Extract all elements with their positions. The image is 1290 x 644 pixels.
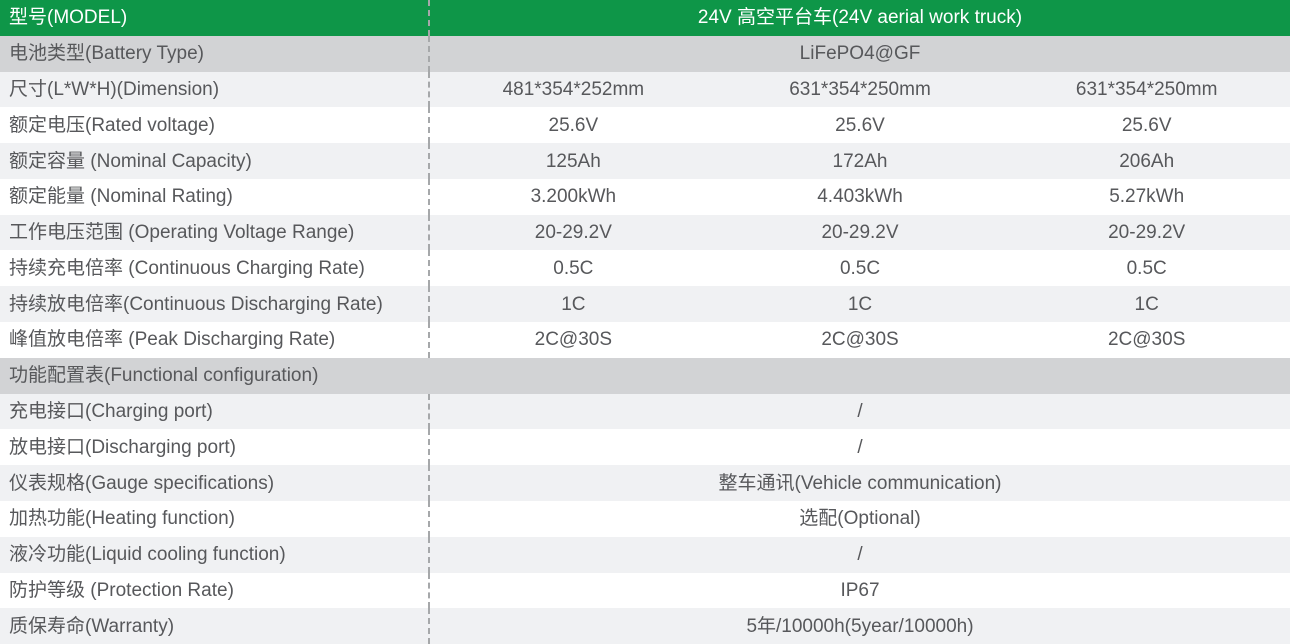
col-value: 125Ah [545,150,601,172]
row-discharging-port: 放电接口(Discharging port) / [0,429,1290,466]
row-value: IP67 [840,579,880,601]
row-operating-voltage-range: 工作电压范围 (Operating Voltage Range) 20-29.2… [0,214,1290,251]
col-value: 20-29.2V [1108,222,1186,244]
row-value: 选配(Optional) [799,508,921,530]
row-label: 工作电压范围 (Operating Voltage Range) [0,214,430,251]
model-header-label: 型号(MODEL) [0,0,430,36]
col-value: 2C@30S [1107,329,1186,351]
row-label: 放电接口(Discharging port) [0,429,430,466]
col-value: 0.5C [1126,257,1167,279]
row-label: 充电接口(Charging port) [0,393,430,430]
col-value: 172Ah [832,150,888,172]
col-value: 20-29.2V [534,222,612,244]
row-label: 额定电压(Rated voltage) [0,107,430,144]
row-functional-configuration: 功能配置表(Functional configuration) [0,357,1290,394]
row-charging-port: 充电接口(Charging port) / [0,393,1290,430]
col-value: 2C@30S [534,329,613,351]
row-label: 额定容量 (Nominal Capacity) [0,143,430,179]
row-value: / [857,436,863,458]
col-value: 481*354*252mm [502,78,645,100]
row-label: 液冷功能(Liquid cooling function) [0,536,430,573]
model-header-value: 24V 高空平台车(24V aerial work truck) [697,7,1023,29]
row-label: 峰值放电倍率 (Peak Discharging Rate) [0,322,430,358]
col-value: 0.5C [839,257,881,279]
col-value: 1C [1134,293,1159,315]
row-label: 防护等级 (Protection Rate) [0,572,430,609]
row-value: / [857,544,863,566]
col-value: 25.6V [548,114,599,136]
col-value: 20-29.2V [821,222,899,244]
row-label: 持续充电倍率 (Continuous Charging Rate) [0,250,430,287]
col-value: 631*354*250mm [1075,78,1218,100]
row-continuous-discharging-rate: 持续放电倍率(Continuous Discharging Rate) 1C 1… [0,286,1290,323]
row-continuous-charging-rate: 持续充电倍率 (Continuous Charging Rate) 0.5C 0… [0,250,1290,287]
row-warranty: 质保寿命(Warranty) 5年/10000h(5year/10000h) [0,608,1290,644]
row-peak-discharging-rate: 峰值放电倍率 (Peak Discharging Rate) 2C@30S 2C… [0,322,1290,358]
row-dimension: 尺寸(L*W*H)(Dimension) 481*354*252mm 631*3… [0,71,1290,108]
row-label: 加热功能(Heating function) [0,500,430,537]
row-value: LiFePO4@GF [799,43,921,65]
row-value: 整车通讯(Vehicle communication) [718,472,1002,494]
col-value: 1C [561,293,586,315]
row-label: 电池类型(Battery Type) [0,35,430,72]
col-value: 631*354*250mm [789,78,931,100]
col-value: 25.6V [835,114,885,136]
col-value: 206Ah [1119,150,1175,172]
row-battery-type: 电池类型(Battery Type) LiFePO4@GF [0,35,1290,72]
row-label: 质保寿命(Warranty) [0,608,430,644]
col-value: 2C@30S [821,329,899,351]
row-nominal-capacity: 额定容量 (Nominal Capacity) 125Ah 172Ah 206A… [0,143,1290,179]
col-value: 1C [847,293,873,315]
row-value: / [857,400,863,422]
col-value: 25.6V [1121,114,1172,136]
section-header-label: 功能配置表(Functional configuration) [9,365,319,387]
row-label: 持续放电倍率(Continuous Discharging Rate) [0,286,430,323]
row-gauge-specifications: 仪表规格(Gauge specifications) 整车通讯(Vehicle … [0,465,1290,501]
row-label: 额定能量 (Nominal Rating) [0,178,430,215]
row-label: 尺寸(L*W*H)(Dimension) [0,71,430,108]
row-label: 仪表规格(Gauge specifications) [0,465,430,501]
col-value: 4.403kWh [817,186,903,208]
row-liquid-cooling-function: 液冷功能(Liquid cooling function) / [0,536,1290,573]
row-heating-function: 加热功能(Heating function) 选配(Optional) [0,500,1290,537]
row-value: 5年/10000h(5year/10000h) [746,615,974,637]
row-rated-voltage: 额定电压(Rated voltage) 25.6V 25.6V 25.6V [0,107,1290,144]
row-model: 型号(MODEL) 24V 高空平台车(24V aerial work truc… [0,0,1290,36]
row-nominal-rating: 额定能量 (Nominal Rating) 3.200kWh 4.403kWh … [0,178,1290,215]
row-protection-rate: 防护等级 (Protection Rate) IP67 [0,572,1290,609]
col-value: 3.200kWh [530,186,617,208]
col-value: 5.27kWh [1109,186,1185,208]
col-value: 0.5C [553,257,594,279]
